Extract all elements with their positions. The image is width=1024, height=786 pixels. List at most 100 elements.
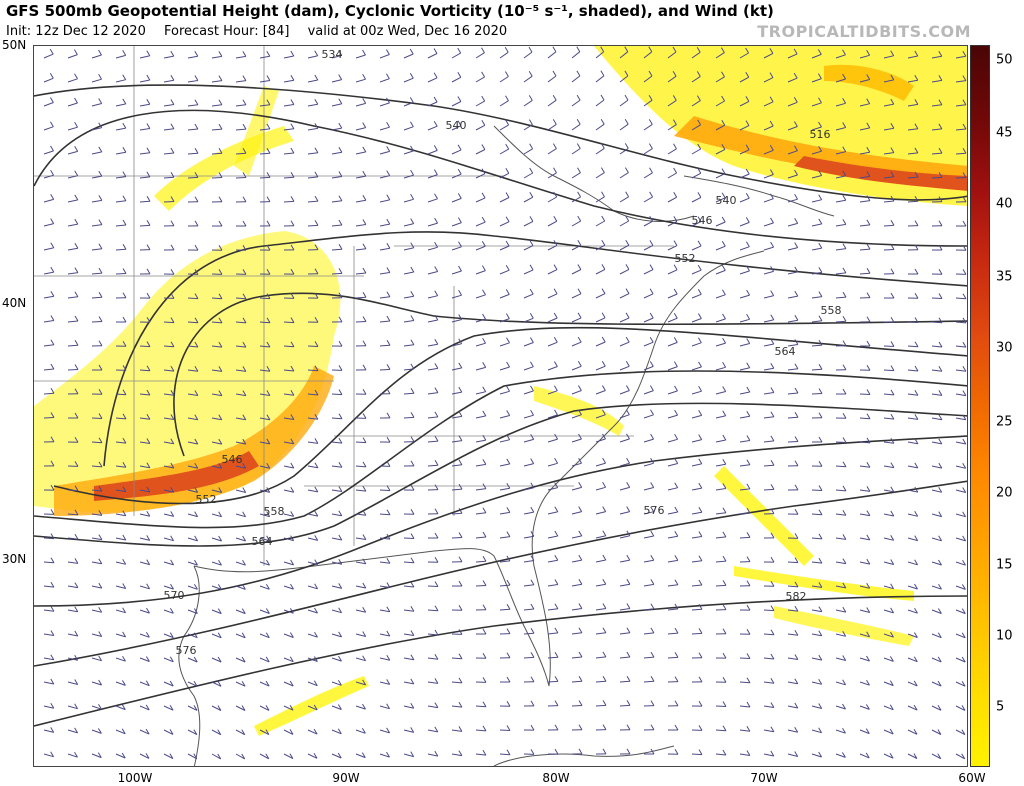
wind-barb-flag bbox=[553, 191, 558, 198]
wind-barb bbox=[787, 681, 798, 685]
wind-barb-flag bbox=[98, 195, 103, 201]
wind-barb-flag bbox=[698, 458, 703, 465]
wind-barb-flag bbox=[98, 73, 103, 80]
wind-barb bbox=[259, 465, 270, 469]
wind-barb-flag bbox=[506, 604, 511, 610]
wind-barb bbox=[715, 366, 726, 371]
wind-barb bbox=[283, 417, 294, 420]
wind-barb-flag bbox=[578, 433, 582, 440]
wind-barb bbox=[235, 585, 246, 590]
wind-barb bbox=[715, 269, 726, 275]
wind-barb-flag bbox=[362, 219, 367, 225]
wind-barb-flag bbox=[410, 266, 415, 273]
wind-barb bbox=[907, 633, 918, 638]
wind-barb bbox=[187, 441, 198, 445]
wind-barb-flag bbox=[914, 147, 919, 154]
wind-barb-flag bbox=[410, 654, 415, 660]
wind-barb bbox=[259, 152, 271, 155]
wind-barb bbox=[931, 489, 942, 493]
wind-barb-flag bbox=[265, 584, 270, 590]
wind-barb-flag bbox=[554, 458, 559, 464]
wind-barb bbox=[835, 151, 846, 155]
wind-barb bbox=[787, 585, 799, 588]
wind-barb-flag bbox=[554, 724, 559, 731]
brand-watermark: TROPICALTIDBITS.COM bbox=[757, 22, 971, 41]
wind-barb bbox=[91, 705, 102, 710]
wind-barb bbox=[739, 657, 751, 659]
wind-barb bbox=[835, 633, 846, 637]
wind-barb-flag bbox=[386, 291, 391, 297]
wind-barb bbox=[211, 657, 222, 663]
wind-barb bbox=[403, 585, 414, 588]
wind-barb-flag bbox=[481, 144, 486, 150]
wind-barb bbox=[883, 127, 894, 131]
wind-barb-flag bbox=[122, 219, 127, 226]
wind-barb-flag bbox=[266, 462, 271, 469]
wind-barb-flag bbox=[50, 460, 55, 467]
wind-barb bbox=[955, 177, 967, 179]
wind-barb bbox=[763, 52, 774, 59]
wind-barb bbox=[475, 366, 486, 371]
wind-barb-flag bbox=[914, 583, 918, 590]
wind-barb bbox=[211, 753, 221, 760]
wind-barb-flag bbox=[242, 123, 247, 130]
wind-barb bbox=[283, 657, 294, 663]
wind-barb-flag bbox=[458, 677, 463, 684]
wind-barb bbox=[811, 513, 823, 516]
wind-barb-flag bbox=[266, 438, 271, 445]
wind-barb-flag bbox=[746, 507, 751, 514]
wind-barb bbox=[811, 53, 822, 59]
wind-barb-flag bbox=[769, 120, 774, 127]
map-panel[interactable]: 534 540 546 552 558 564 570 576 582 516 … bbox=[33, 45, 968, 767]
wind-barb-flag bbox=[794, 363, 799, 370]
wind-barb bbox=[67, 561, 78, 564]
wind-barb bbox=[595, 268, 606, 275]
wind-barb-flag bbox=[314, 244, 319, 250]
wind-barb-flag bbox=[242, 511, 247, 517]
wind-barb bbox=[139, 128, 150, 131]
wind-barb-flag bbox=[458, 556, 463, 562]
wind-barb bbox=[475, 221, 486, 227]
wind-barb-flag bbox=[530, 482, 535, 489]
wind-barb bbox=[955, 513, 966, 518]
wind-barb-flag bbox=[625, 239, 630, 246]
wind-barb-flag bbox=[962, 51, 967, 57]
wind-barb bbox=[67, 609, 78, 613]
wind-barb-flag bbox=[386, 218, 391, 225]
wind-barb bbox=[619, 99, 629, 107]
wind-barb bbox=[523, 342, 534, 347]
wind-barb bbox=[715, 173, 726, 179]
wind-barb-flag bbox=[457, 96, 462, 102]
wind-barb bbox=[331, 561, 342, 565]
wind-barb-flag bbox=[338, 50, 343, 56]
wind-barb bbox=[427, 464, 439, 467]
wind-barb-flag bbox=[529, 216, 534, 222]
wind-barb bbox=[619, 365, 630, 371]
wind-barb bbox=[907, 200, 919, 203]
wind-barb-flag bbox=[146, 147, 151, 153]
wind-barb bbox=[667, 220, 678, 227]
wind-barb-flag bbox=[74, 751, 78, 758]
wind-barb-flag bbox=[673, 337, 678, 343]
wind-barb-flag bbox=[386, 558, 391, 564]
wind-barb bbox=[67, 753, 78, 758]
wind-barb-flag bbox=[938, 317, 943, 323]
wind-barb bbox=[595, 390, 606, 395]
wind-barb bbox=[451, 753, 462, 757]
wind-barb bbox=[643, 172, 653, 179]
wind-barb bbox=[427, 53, 438, 59]
wind-barb-flag bbox=[578, 409, 582, 415]
wind-barb-flag bbox=[962, 123, 967, 130]
wind-barb-flag bbox=[649, 191, 654, 198]
wind-barb bbox=[691, 463, 702, 467]
wind-barb bbox=[283, 55, 294, 59]
wind-barb-flag bbox=[938, 390, 943, 396]
wind-barb bbox=[211, 321, 223, 324]
wind-barb bbox=[163, 441, 174, 445]
wind-barb bbox=[187, 55, 198, 59]
wind-barb bbox=[907, 585, 918, 590]
wind-barb bbox=[715, 318, 726, 323]
wind-barb-flag bbox=[50, 678, 55, 685]
wind-barb bbox=[547, 559, 558, 563]
wind-barb-flag bbox=[697, 167, 702, 174]
